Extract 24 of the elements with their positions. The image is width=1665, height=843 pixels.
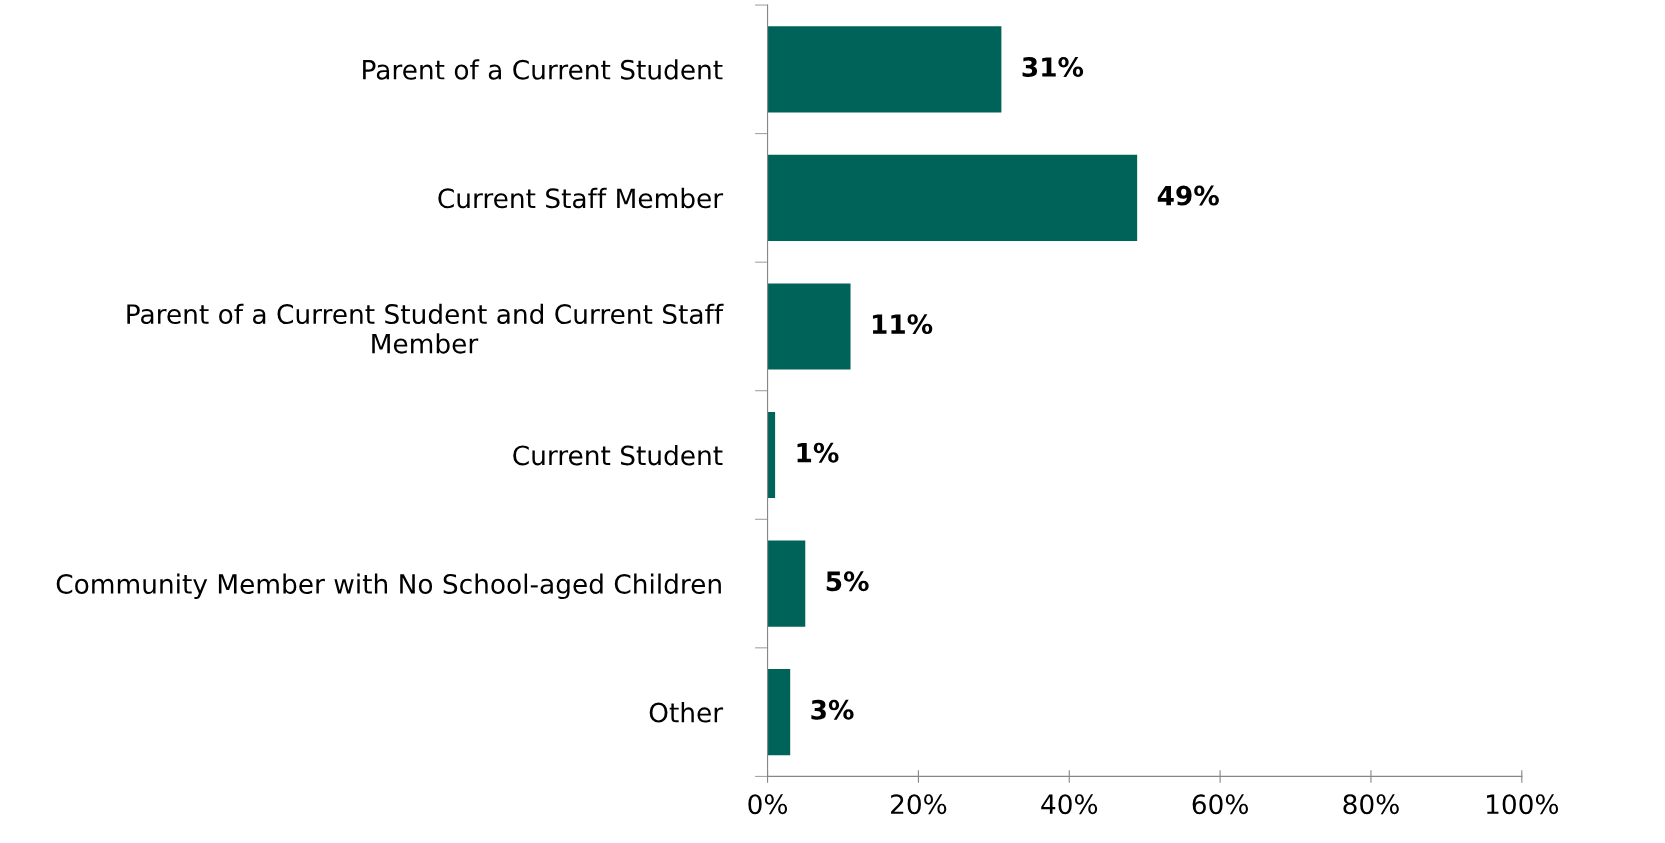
data-label: 1%: [797, 442, 839, 463]
data-label: 5%: [826, 571, 869, 592]
y-tick-label: Community Member with No School-aged Children: [56, 573, 721, 600]
y-tick-label: Parent of a Current Student and Current Staff Member: [127, 303, 724, 354]
data-label: 11%: [872, 314, 933, 335]
x-tick-label: 80%: [1343, 794, 1399, 815]
data-label: 49%: [1157, 185, 1219, 206]
bar: [767, 669, 791, 756]
y-tick-label: Parent of a Current Student: [363, 59, 723, 80]
x-tick-label: 60%: [1192, 794, 1248, 815]
x-tick-label: 20%: [891, 794, 947, 815]
data-label: 31%: [1022, 57, 1084, 77]
bar: [767, 540, 806, 627]
bar: [767, 154, 1138, 241]
y-tick-label: Current Student: [513, 444, 723, 466]
bar: [767, 26, 1002, 113]
x-tick-label: 0%: [748, 794, 788, 815]
bar: [767, 411, 776, 499]
y-tick-label: Current Staff Member: [438, 187, 724, 209]
data-label: 3%: [811, 699, 854, 720]
x-tick-label: 100%: [1486, 794, 1559, 815]
x-tick-label: 40%: [1041, 794, 1098, 815]
bar: [767, 283, 851, 370]
y-tick-label: Other: [649, 702, 724, 723]
